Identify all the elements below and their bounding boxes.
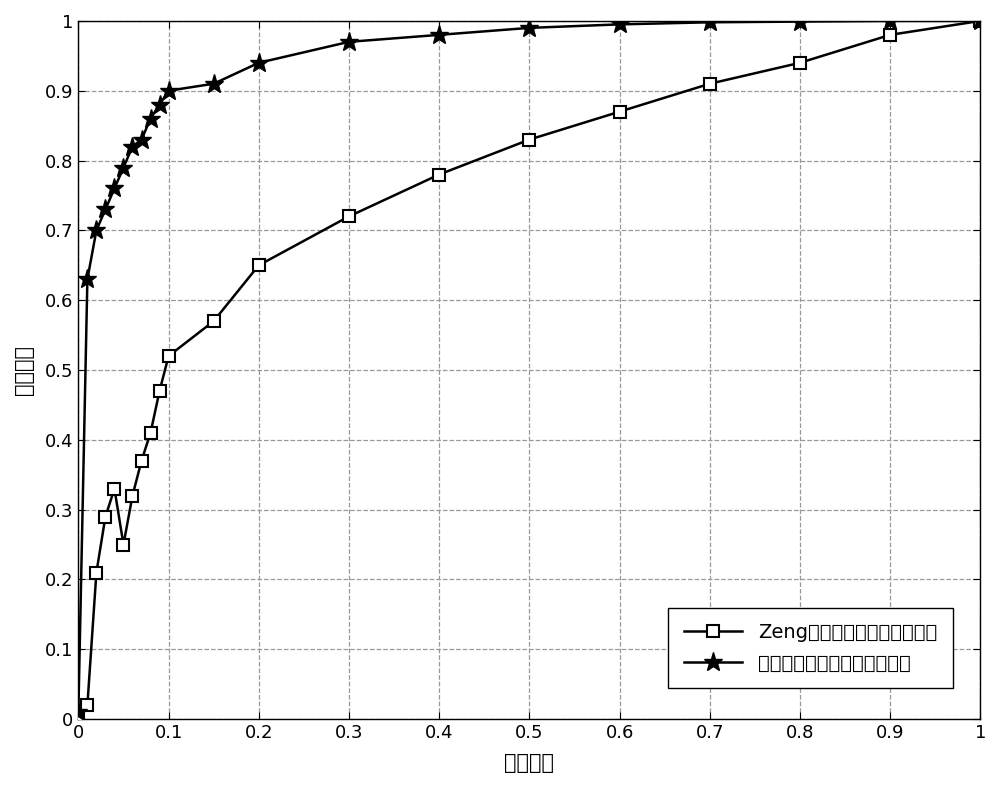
Zeng等人提出的频谱感知方法 (136, 456, 148, 465)
Zeng等人提出的频谱感知方法 (81, 700, 93, 710)
Zeng等人提出的频谱感知方法 (208, 316, 220, 326)
本发明所提出的频谱感知方法 (72, 708, 84, 717)
Zeng等人提出的频谱感知方法 (154, 386, 166, 396)
Line: Zeng等人提出的频谱感知方法: Zeng等人提出的频谱感知方法 (72, 15, 987, 726)
本发明所提出的频谱感知方法 (99, 205, 111, 214)
Zeng等人提出的频谱感知方法 (108, 484, 120, 493)
本发明所提出的频谱感知方法 (154, 100, 166, 109)
本发明所提出的频谱感知方法 (343, 37, 355, 46)
本发明所提出的频谱感知方法 (145, 114, 157, 124)
Zeng等人提出的频谱感知方法 (433, 170, 445, 179)
本发明所提出的频谱感知方法 (433, 30, 445, 39)
Zeng等人提出的频谱感知方法 (614, 107, 626, 116)
Zeng等人提出的频谱感知方法 (126, 491, 138, 501)
Zeng等人提出的频谱感知方法 (523, 135, 535, 144)
Zeng等人提出的频谱感知方法 (163, 351, 175, 360)
Zeng等人提出的频谱感知方法 (99, 512, 111, 521)
Zeng等人提出的频谱感知方法 (704, 79, 716, 88)
本发明所提出的频谱感知方法 (523, 23, 535, 32)
本发明所提出的频谱感知方法 (163, 86, 175, 95)
本发明所提出的频谱感知方法 (81, 275, 93, 284)
本发明所提出的频谱感知方法 (136, 135, 148, 144)
Zeng等人提出的频谱感知方法 (884, 30, 896, 39)
Zeng等人提出的频谱感知方法 (145, 428, 157, 438)
本发明所提出的频谱感知方法 (884, 17, 896, 26)
Zeng等人提出的频谱感知方法 (253, 260, 265, 270)
Zeng等人提出的频谱感知方法 (794, 58, 806, 68)
本发明所提出的频谱感知方法 (974, 17, 986, 26)
Line: 本发明所提出的频谱感知方法: 本发明所提出的频谱感知方法 (69, 11, 990, 722)
Y-axis label: 检测概率: 检测概率 (14, 345, 34, 395)
Zeng等人提出的频谱感知方法 (90, 567, 102, 577)
本发明所提出的频谱感知方法 (208, 79, 220, 88)
本发明所提出的频谱感知方法 (794, 17, 806, 26)
X-axis label: 虚警概率: 虚警概率 (504, 753, 554, 773)
本发明所提出的频谱感知方法 (704, 17, 716, 27)
本发明所提出的频谱感知方法 (126, 142, 138, 151)
Legend: Zeng等人提出的频谱感知方法, 本发明所提出的频谱感知方法: Zeng等人提出的频谱感知方法, 本发明所提出的频谱感知方法 (668, 608, 953, 689)
本发明所提出的频谱感知方法 (90, 226, 102, 235)
本发明所提出的频谱感知方法 (614, 20, 626, 29)
本发明所提出的频谱感知方法 (253, 58, 265, 68)
Zeng等人提出的频谱感知方法 (72, 715, 84, 724)
Zeng等人提出的频谱感知方法 (343, 212, 355, 221)
Zeng等人提出的频谱感知方法 (974, 17, 986, 26)
Zeng等人提出的频谱感知方法 (117, 540, 129, 549)
本发明所提出的频谱感知方法 (117, 163, 129, 172)
本发明所提出的频谱感知方法 (108, 183, 120, 193)
